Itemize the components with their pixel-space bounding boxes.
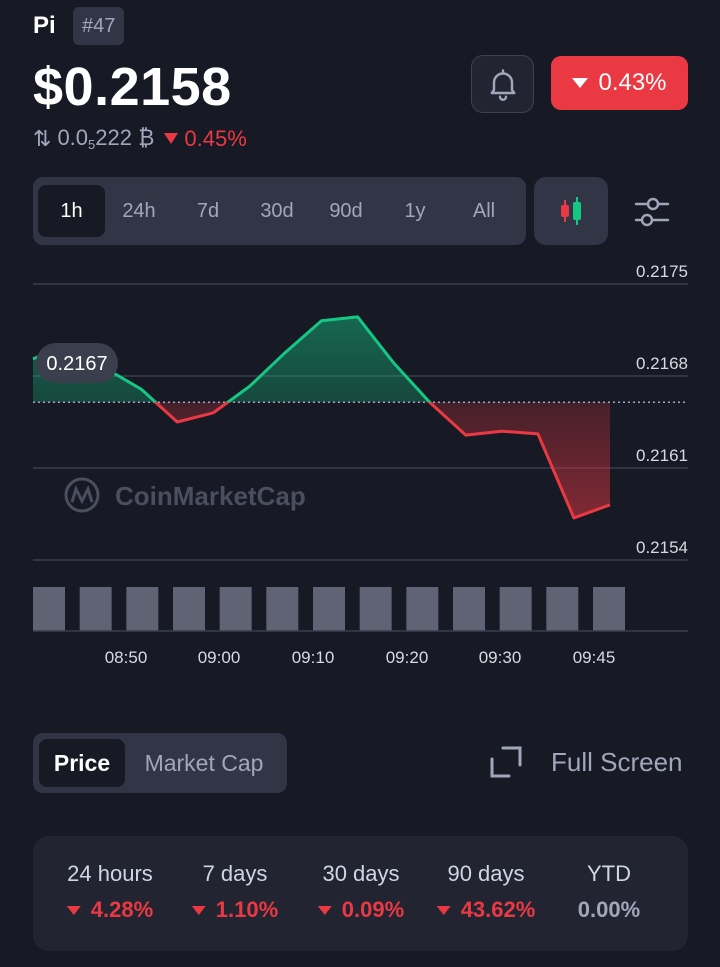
down-triangle-icon bbox=[317, 905, 332, 915]
performance-stats: 24 hours 4.28% 7 days 1.10% 30 days 0.09… bbox=[33, 836, 688, 951]
x-tick-label: 09:45 bbox=[572, 648, 616, 667]
current-price: $0.2158 bbox=[33, 57, 232, 117]
tab-1h[interactable]: 1h bbox=[38, 185, 105, 237]
expand-icon bbox=[489, 745, 523, 779]
swap-arrows-icon[interactable]: ⇅ bbox=[33, 125, 52, 151]
volume-bar bbox=[453, 587, 485, 631]
watermark-logo bbox=[64, 477, 100, 513]
volume-bar bbox=[219, 587, 252, 631]
stat-label: YTD bbox=[586, 861, 631, 886]
stat-value: 4.28% bbox=[90, 897, 154, 922]
toggle-market-cap[interactable]: Market Cap bbox=[144, 750, 264, 776]
down-triangle-icon bbox=[436, 905, 451, 915]
tab-90d[interactable]: 90d bbox=[329, 200, 363, 222]
price-line-up bbox=[32, 315, 432, 403]
area-fill-down bbox=[33, 402, 610, 518]
reference-label: 0.2167 bbox=[46, 353, 107, 375]
full-screen-button[interactable]: Full Screen bbox=[489, 745, 683, 779]
candlestick-icon bbox=[561, 197, 581, 225]
volume-bar bbox=[266, 587, 299, 631]
stat-ytd: YTD 0.00% bbox=[578, 861, 640, 923]
chart-type-toggle: Price Market Cap bbox=[33, 733, 287, 793]
y-tick-label: 0.2175 bbox=[636, 262, 688, 281]
volume-bar bbox=[359, 587, 392, 631]
tab-1y[interactable]: 1y bbox=[404, 200, 426, 222]
tab-30d[interactable]: 30d bbox=[260, 200, 294, 222]
stat-90d: 90 days 43.62% bbox=[436, 861, 536, 923]
btc-price-row: ⇅ 0.05222 ₿ 0.45% bbox=[33, 125, 247, 152]
btc-price: 0.05222 ₿ bbox=[57, 125, 155, 152]
bell-icon bbox=[490, 69, 515, 101]
stat-label: 30 days bbox=[322, 861, 400, 886]
watermark-text: CoinMarketCap bbox=[115, 481, 306, 511]
volume-bar bbox=[499, 587, 532, 631]
volume-bar bbox=[546, 587, 579, 631]
stat-label: 24 hours bbox=[67, 861, 153, 886]
price-alert-button[interactable] bbox=[471, 55, 534, 113]
stat-30d: 30 days 0.09% bbox=[317, 861, 405, 923]
volume-bar bbox=[313, 587, 345, 631]
down-triangle-icon bbox=[191, 905, 206, 915]
x-tick-label: 09:10 bbox=[291, 648, 335, 667]
x-tick-label: 09:00 bbox=[197, 648, 241, 667]
coin-name: Pi bbox=[33, 12, 56, 39]
stat-value: 0.00% bbox=[577, 897, 641, 922]
volume-bar bbox=[33, 587, 65, 631]
btc-change: 0.45% bbox=[184, 125, 247, 151]
price-line-down bbox=[153, 402, 611, 520]
stat-24h: 24 hours 4.28% bbox=[66, 861, 154, 923]
stat-7d: 7 days 1.10% bbox=[191, 861, 279, 923]
stat-value: 0.09% bbox=[341, 897, 405, 922]
price-chart[interactable]: CoinMarketCap 0.2167 0.2175 0.2168 0.2161… bbox=[0, 255, 720, 675]
down-triangle-icon bbox=[66, 905, 81, 915]
y-tick-label: 0.2154 bbox=[636, 538, 688, 557]
volume-bar bbox=[79, 587, 112, 631]
full-screen-label: Full Screen bbox=[551, 746, 683, 777]
x-tick-label: 08:50 bbox=[104, 648, 148, 667]
tab-7d[interactable]: 7d bbox=[196, 200, 220, 222]
down-triangle-icon bbox=[572, 78, 589, 88]
time-range-tabs: 1h 24h 7d 30d 90d 1y All bbox=[33, 177, 526, 245]
candlestick-toggle-button[interactable] bbox=[534, 177, 608, 245]
price-change-badge: 0.43% bbox=[551, 56, 688, 110]
chart-settings-button[interactable] bbox=[630, 190, 674, 234]
toggle-price[interactable]: Price bbox=[39, 739, 125, 787]
volume-bar bbox=[406, 587, 439, 631]
volume-bar bbox=[173, 587, 205, 631]
stat-value: 43.62% bbox=[460, 897, 536, 922]
down-triangle-icon bbox=[164, 133, 179, 144]
y-tick-label: 0.2161 bbox=[636, 446, 688, 465]
y-tick-label: 0.2168 bbox=[636, 354, 688, 373]
volume-bar bbox=[126, 587, 159, 631]
stat-value: 1.10% bbox=[215, 897, 279, 922]
tab-24h[interactable]: 24h bbox=[122, 200, 156, 222]
reference-label-bg bbox=[36, 343, 118, 383]
x-tick-label: 09:30 bbox=[478, 648, 522, 667]
area-fill-up bbox=[33, 316, 430, 403]
x-tick-label: 09:20 bbox=[385, 648, 429, 667]
stat-label: 7 days bbox=[202, 861, 268, 886]
sliders-icon bbox=[634, 197, 670, 227]
rank-badge: #47 bbox=[73, 7, 125, 45]
volume-bar bbox=[593, 587, 625, 631]
tab-all[interactable]: All bbox=[472, 200, 496, 222]
stat-label: 90 days bbox=[447, 861, 525, 886]
price-chart-svg[interactable]: CoinMarketCap 0.2167 bbox=[0, 255, 720, 675]
price-change-value: 0.43% bbox=[598, 69, 667, 96]
